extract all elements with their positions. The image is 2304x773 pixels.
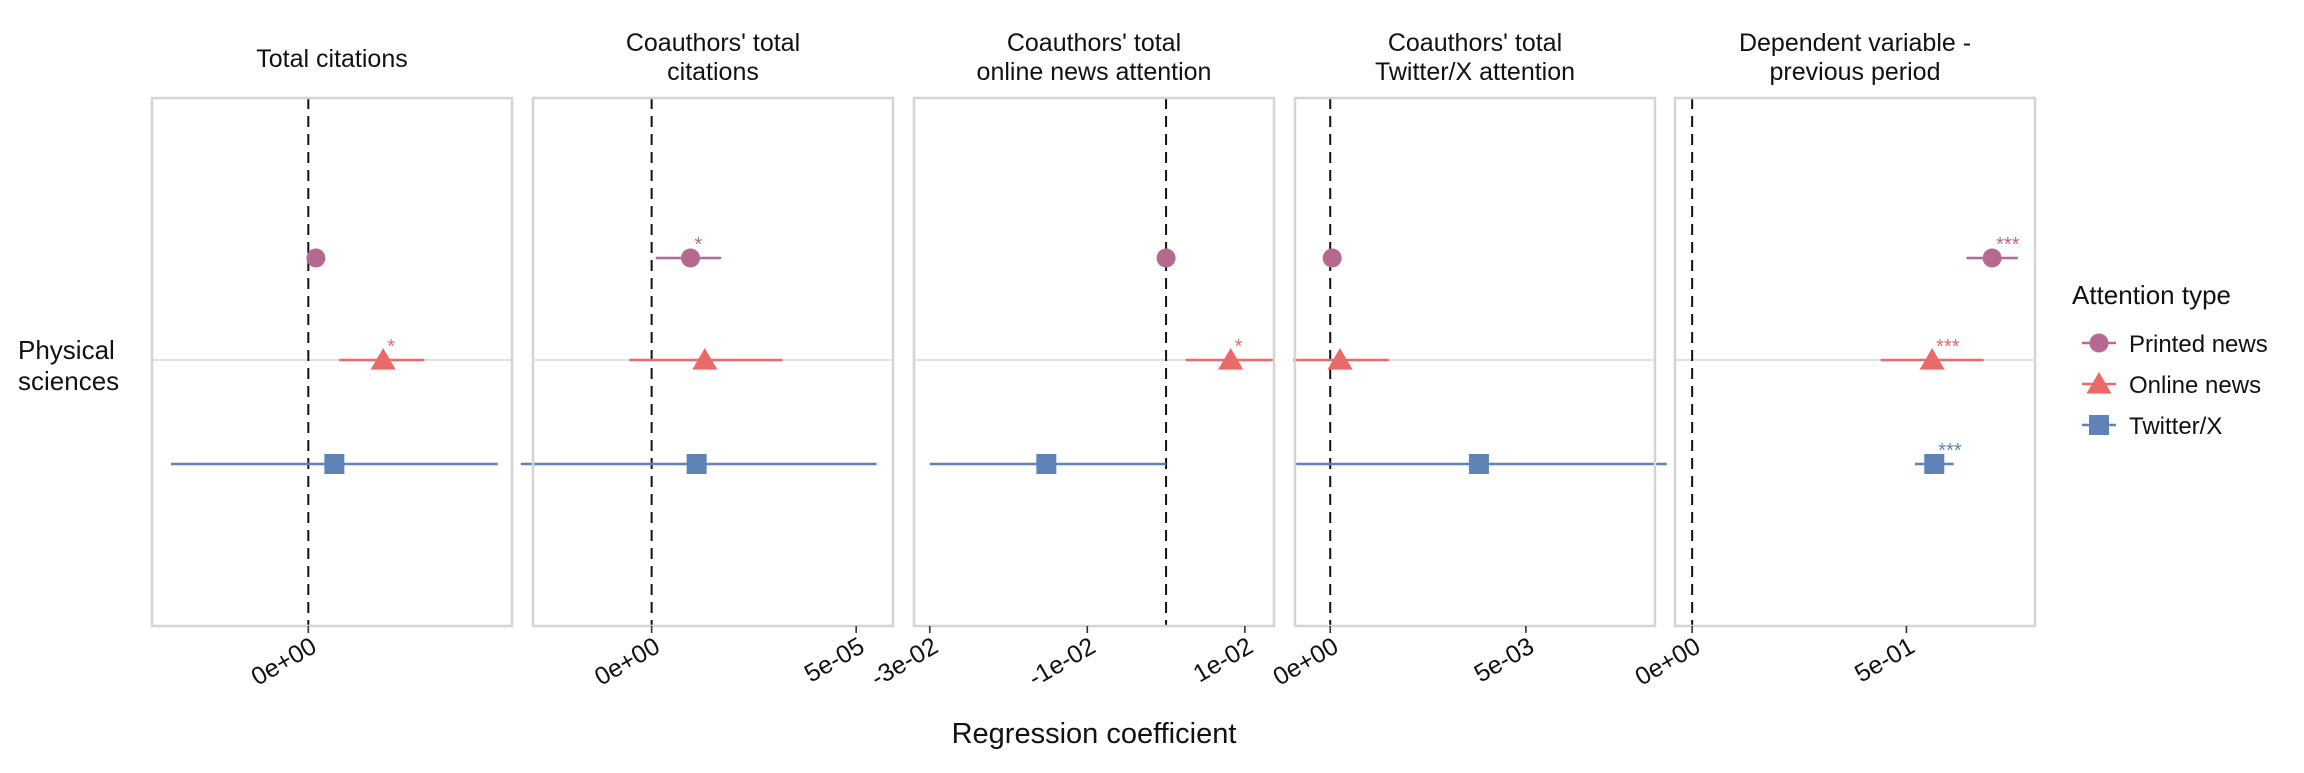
x-tick-label: -1e-02 (1024, 632, 1101, 692)
x-tick-label: 5e-01 (1850, 632, 1919, 688)
facet-title: citations (667, 58, 759, 86)
facet-title: Twitter/X attention (1375, 58, 1575, 86)
series-online-news (629, 348, 783, 370)
facet-panel-5: *** *** *** Dependent variable -previous pe… (1630, 29, 2037, 691)
facet-title: Coauthors' total (1388, 29, 1562, 57)
facet-title: previous period (1770, 58, 1941, 86)
legend-item-twitter-x: Twitter/X (2082, 413, 2222, 440)
legend-key-triangle (2086, 372, 2112, 394)
point-online-news (370, 348, 396, 370)
x-tick-label: 0e+00 (1630, 632, 1705, 691)
series-printed-news (306, 248, 326, 268)
legend-label: Twitter/X (2129, 413, 2222, 440)
series-printed-news: * (655, 234, 722, 268)
point-twitter-x (1036, 454, 1057, 474)
legend-key-circle (2089, 333, 2109, 353)
facet-panel-1: * Total citations 0e+00 (150, 45, 514, 691)
panel-border (1293, 96, 1657, 628)
significance-label: * (695, 234, 703, 256)
significance-label: *** (1936, 336, 1960, 358)
point-twitter-x (324, 454, 345, 474)
series-printed-news: *** (1966, 234, 2020, 268)
facet-title: Total citations (256, 45, 407, 73)
x-tick-label: 0e+00 (590, 632, 665, 691)
legend-item-printed-news: Printed news (2082, 331, 2268, 358)
x-tick-label: -3e-02 (866, 632, 943, 692)
x-tick-label: 5e-03 (1469, 632, 1538, 688)
panel-border (912, 96, 1276, 628)
significance-label: *** (1996, 234, 2020, 256)
series-twitter-x: *** (1915, 440, 1962, 474)
significance-label: * (1235, 336, 1243, 358)
series-twitter-x (929, 454, 1167, 474)
legend-title: Attention type (2072, 280, 2231, 310)
point-online-news (1919, 348, 1945, 370)
panel-border (1673, 96, 2037, 628)
x-axis-label: Regression coefficient (952, 718, 1237, 750)
facet-title: Coauthors' total (626, 29, 800, 57)
point-printed-news (306, 248, 326, 268)
series-online-news: *** (1880, 336, 1984, 370)
point-online-news (1327, 348, 1353, 370)
point-twitter-x (686, 454, 707, 474)
series-printed-news (1322, 248, 1342, 268)
legend-label: Printed news (2129, 331, 2268, 358)
point-printed-news (1322, 248, 1342, 268)
point-twitter-x (1924, 454, 1945, 474)
x-tick-label: 1e-02 (1188, 632, 1257, 688)
x-tick-label: 5e-05 (800, 632, 869, 688)
row-label: Physical (18, 335, 115, 365)
series-twitter-x (520, 454, 877, 474)
series-online-news: * (1185, 336, 1275, 370)
series-twitter-x (1295, 454, 1667, 474)
point-printed-news (1982, 248, 2002, 268)
point-printed-news (1156, 248, 1176, 268)
point-twitter-x (1468, 454, 1489, 474)
legend: Attention type Printed news Online news Twi… (2072, 280, 2268, 440)
facet-title: Dependent variable - (1739, 29, 1971, 57)
significance-label: *** (1938, 440, 1962, 462)
point-online-news (692, 348, 718, 370)
facet-title: Coauthors' total (1007, 29, 1181, 57)
point-online-news (1218, 348, 1244, 370)
point-printed-news (681, 248, 700, 268)
x-tick-label: 0e+00 (1268, 632, 1343, 691)
legend-item-online-news: Online news (2082, 372, 2261, 399)
panel-border (531, 96, 895, 628)
series-twitter-x (170, 454, 498, 474)
series-online-news (1293, 348, 1389, 370)
row-label: sciences (18, 366, 119, 396)
legend-label: Online news (2129, 372, 2261, 399)
series-printed-news (1156, 248, 1176, 268)
x-tick-label: 0e+00 (247, 632, 322, 691)
legend-key-square (2089, 415, 2109, 435)
significance-label: * (387, 336, 395, 358)
facet-title: online news attention (977, 58, 1212, 86)
series-online-news: * (339, 336, 425, 370)
panel-border (150, 96, 514, 628)
